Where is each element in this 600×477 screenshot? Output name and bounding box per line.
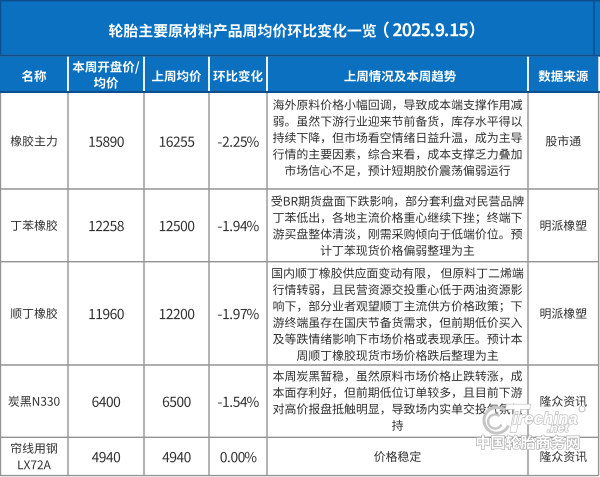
svg-text:T: T bbox=[503, 397, 531, 441]
svg-text:irechina: irechina bbox=[513, 410, 578, 428]
svg-text:.net: .net bbox=[547, 421, 569, 435]
